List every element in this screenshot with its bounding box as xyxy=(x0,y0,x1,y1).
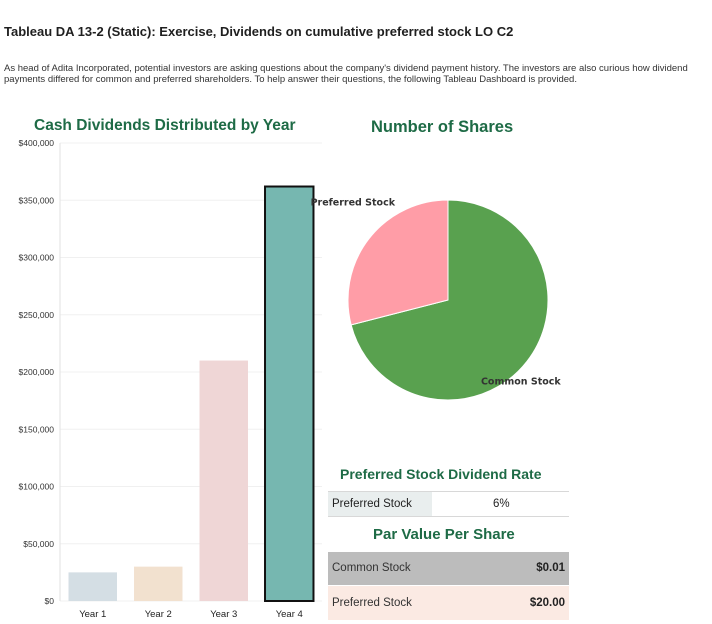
y-tick-label: $350,000 xyxy=(19,195,55,205)
intro-text: As head of Adita Incorporated, potential… xyxy=(4,63,688,85)
rate-row-value: 6% xyxy=(493,498,510,510)
y-tick-label: $400,000 xyxy=(19,138,55,148)
par-row-preferred-label: Preferred Stock xyxy=(332,597,412,609)
y-tick-label: $0 xyxy=(45,596,55,606)
bar-year-2 xyxy=(134,566,183,601)
x-tick-label: Year 1 xyxy=(79,609,106,620)
par-row-preferred: Preferred Stock $20.00 xyxy=(328,586,569,620)
par-row-common-value: $0.01 xyxy=(536,562,565,574)
rate-table-title: Preferred Stock Dividend Rate xyxy=(340,466,542,482)
pie-slice-preferred-stock xyxy=(347,199,449,326)
par-row-common-label: Common Stock xyxy=(332,562,411,574)
x-tick-label: Year 2 xyxy=(145,609,172,620)
page-title: Tableau DA 13-2 (Static): Exercise, Divi… xyxy=(4,24,514,39)
bar-chart-title: Cash Dividends Distributed by Year xyxy=(34,117,296,134)
y-tick-label: $100,000 xyxy=(19,482,55,492)
par-row-common: Common Stock $0.01 xyxy=(328,552,569,585)
rate-row: Preferred Stock 6% xyxy=(328,491,569,517)
pie-label-common-stock: Common Stock xyxy=(481,376,561,387)
y-tick-label: $300,000 xyxy=(19,253,55,263)
y-tick-label: $50,000 xyxy=(23,539,54,549)
y-tick-label: $250,000 xyxy=(19,310,55,320)
par-table-title: Par Value Per Share xyxy=(373,526,515,543)
bar-year-1 xyxy=(68,572,117,601)
y-tick-label: $150,000 xyxy=(19,424,55,434)
pie-chart-title: Number of Shares xyxy=(371,118,514,136)
pie-slice-common-stock xyxy=(350,199,549,401)
par-row-preferred-value: $20.00 xyxy=(529,597,565,609)
rate-row-label: Preferred Stock xyxy=(328,492,432,516)
bar-year-3 xyxy=(199,360,248,601)
x-tick-label: Year 4 xyxy=(276,609,303,620)
x-tick-label: Year 3 xyxy=(210,609,237,620)
bar-year-4 xyxy=(264,185,315,602)
y-tick-label: $200,000 xyxy=(19,367,55,377)
pie-label-preferred-stock: Preferred Stock xyxy=(311,198,396,209)
